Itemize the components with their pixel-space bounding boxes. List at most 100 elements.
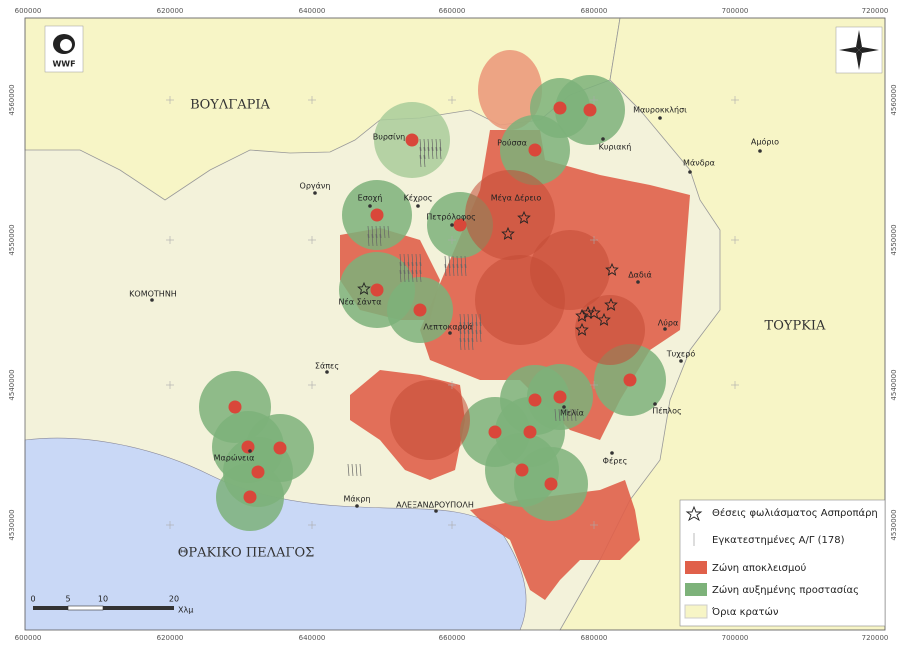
- turbine: [467, 321, 470, 335]
- center-dot: [370, 283, 384, 297]
- place-label: Μελία: [560, 409, 584, 418]
- legend-label: Θέσεις φωλιάσματος Ασπροπάρη: [712, 507, 878, 519]
- place-dot: [663, 327, 667, 331]
- logo-text: WWF: [52, 60, 75, 69]
- center-dot: [241, 440, 255, 454]
- place-label: Φέρες: [603, 456, 628, 466]
- coord-label: 600000: [15, 7, 42, 15]
- center-dot: [243, 490, 257, 504]
- turbine: [456, 255, 459, 269]
- place-label: Βυρσίνη: [373, 133, 406, 142]
- turbine: [467, 313, 470, 327]
- coord-label: 620000: [157, 7, 184, 15]
- center-dot: [583, 103, 597, 117]
- center-dot: [544, 477, 558, 491]
- scale-label: 5: [65, 595, 70, 604]
- country-label: ΒΟΥΛΓΑΡΙΑ: [190, 98, 270, 113]
- turbine: [411, 261, 414, 275]
- wind-turbines: [347, 138, 577, 477]
- turbine: [460, 263, 463, 277]
- place-label: Ρούσσα: [497, 138, 527, 148]
- legend: Θέσεις φωλιάσματος Ασπροπάρη Εγκατεστημέ…: [679, 499, 886, 627]
- turbine: [467, 329, 470, 343]
- turbine: [554, 408, 557, 422]
- turbine: [463, 313, 466, 327]
- wwf-logo: WWF: [44, 25, 84, 73]
- turbine: [411, 269, 414, 283]
- legend-label: Ζώνη αυξημένης προστασίας: [712, 584, 859, 596]
- coord-label: 4550000: [8, 224, 16, 255]
- country-label: ΤΟΥΡΚΙΑ: [765, 319, 827, 334]
- place-label: Αμόριο: [751, 137, 779, 147]
- center-dot: [273, 441, 287, 455]
- center-dot: [515, 463, 529, 477]
- center-dot: [413, 303, 427, 317]
- legend-cream: [684, 604, 708, 619]
- center-dot: [453, 218, 467, 232]
- place-dot: [368, 204, 372, 208]
- sea: [24, 437, 527, 631]
- country-label: ΘΡΑΚΙΚΟ ΠΕΛΑΓΟΣ: [178, 546, 315, 561]
- center-dot: [553, 390, 567, 404]
- turbine: [379, 225, 382, 239]
- turbine: [359, 463, 362, 477]
- nest-star: [597, 312, 611, 326]
- turbine: [419, 154, 422, 168]
- place-dot: [313, 191, 317, 195]
- coord-label: 680000: [581, 634, 608, 642]
- place-label: Κυριακή: [599, 143, 632, 152]
- coord-label: 4530000: [890, 509, 898, 540]
- place-label: Πέπλος: [652, 406, 681, 416]
- turbine: [411, 253, 414, 267]
- turbine: [467, 337, 470, 351]
- scale-label: 0: [30, 595, 35, 604]
- turbine: [387, 225, 390, 239]
- scale-seg: [103, 606, 174, 610]
- turbine: [479, 329, 482, 343]
- turbine: [444, 263, 447, 277]
- turbine: [347, 463, 350, 477]
- legend-label: Ζώνη αποκλεισμού: [712, 562, 806, 574]
- turbine: [471, 337, 474, 351]
- coord-label: 4540000: [890, 369, 898, 400]
- compass: [835, 26, 883, 74]
- center-dot: [553, 101, 567, 115]
- zone: [530, 230, 610, 310]
- turbine: [367, 225, 370, 239]
- turbine: [463, 321, 466, 335]
- nest-star: [575, 322, 589, 336]
- place-dot: [416, 204, 420, 208]
- legend-label: Εγκατεστημένες Α/Γ (178): [712, 534, 845, 546]
- center-dot: [528, 143, 542, 157]
- turbine: [459, 337, 462, 351]
- place-label: Σάπες: [315, 362, 339, 371]
- turbine: [415, 269, 418, 283]
- place-label: ΑΛΕΞΑΝΔΡΟΥΠΟΛΗ: [396, 501, 474, 510]
- scale-seg: [33, 606, 68, 610]
- zone: [470, 480, 640, 600]
- place-dot: [653, 402, 657, 406]
- nest-star: [517, 210, 531, 224]
- turbine: [399, 269, 402, 283]
- turbine: [460, 255, 463, 269]
- overlap-zones: [390, 170, 645, 460]
- center-dot: [523, 425, 537, 439]
- place-label: Λεπτοκαρυά: [423, 323, 472, 332]
- nest-sites: [357, 210, 619, 336]
- turbine: [407, 253, 410, 267]
- coord-label: 4560000: [8, 84, 16, 115]
- turbine: [367, 233, 370, 247]
- turbine: [475, 321, 478, 335]
- place-label: Μαρώνεια: [214, 453, 255, 463]
- turbine: [355, 463, 358, 477]
- nest-star: [575, 308, 589, 322]
- protection-zones: [199, 75, 666, 531]
- coord-label: 680000: [581, 7, 608, 15]
- coord-label: 640000: [299, 634, 326, 642]
- coord-label: 620000: [157, 634, 184, 642]
- turbine: [558, 408, 561, 422]
- turbine: [383, 225, 386, 239]
- turbine: [399, 253, 402, 267]
- needle: [856, 30, 862, 50]
